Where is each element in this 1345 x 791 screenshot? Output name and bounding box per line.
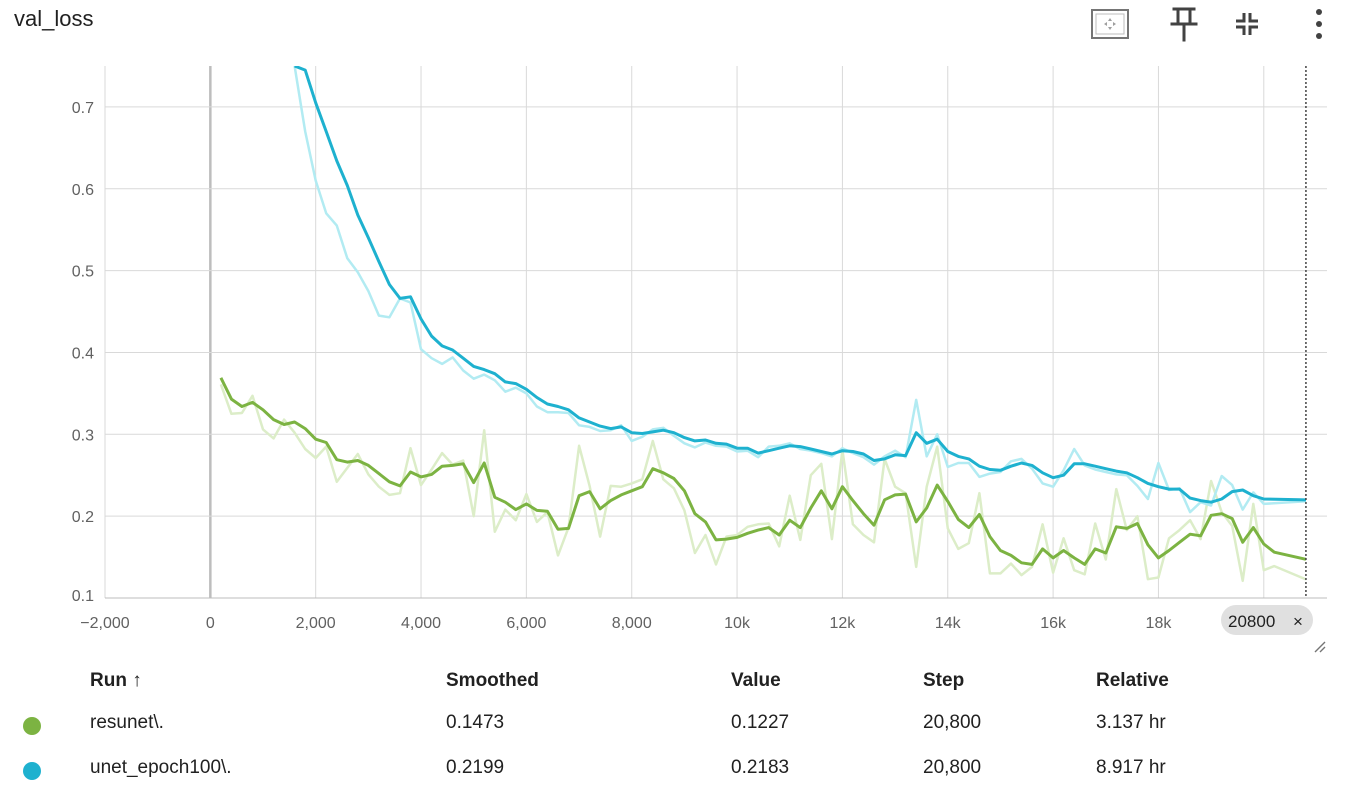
pin-button[interactable]	[1162, 4, 1206, 44]
close-icon[interactable]: ×	[1293, 612, 1303, 631]
x-tick-label: 18k	[1146, 615, 1173, 632]
x-tick-label: 4,000	[401, 615, 441, 632]
header-value[interactable]: Value	[731, 670, 781, 691]
series-resunet-smoothed-line	[219, 377, 1307, 566]
x-tick-label: 14k	[935, 615, 962, 632]
chart-title: val_loss	[14, 6, 94, 31]
header-smoothed[interactable]: Smoothed	[446, 670, 539, 691]
y-tick-label: 0.5	[72, 264, 94, 281]
relative-value: 3.137 hr	[1096, 712, 1166, 733]
fit-domain-icon	[1091, 9, 1129, 39]
step-chip-label: 20800	[1228, 612, 1275, 631]
more-vertical-icon	[1316, 9, 1322, 39]
resize-handle-icon[interactable]	[1313, 640, 1327, 654]
x-tick-label: 10k	[724, 615, 751, 632]
collapse-button[interactable]	[1225, 4, 1269, 44]
axes: −2,000 0 2,000 4,000 6,000 8,000 10k 12k 14k 16k 1…	[72, 100, 1327, 632]
run-name: resunet\.	[90, 712, 164, 733]
table-row: resunet\. 0.1473 0.1227 20,800 3.137 hr	[0, 704, 1345, 744]
run-color-dot	[23, 717, 41, 735]
table-header-row: Run ↑ Smoothed Value Step Relative	[0, 662, 1345, 702]
header-run[interactable]: Run ↑	[90, 670, 142, 691]
raw-value: 0.1227	[731, 712, 790, 733]
collapse-icon	[1236, 13, 1258, 35]
run-name: unet_epoch100\.	[90, 757, 232, 778]
chart-toolbar	[1045, 4, 1345, 44]
table-row: unet_epoch100\. 0.2199 0.2183 20,800 8.9…	[0, 749, 1345, 789]
x-tick-label: 8,000	[612, 615, 652, 632]
series-unet-smoothed-line	[294, 66, 1306, 504]
smoothed-value: 0.2199	[446, 757, 505, 778]
pin-icon	[1170, 7, 1198, 42]
y-tick-label: 0.2	[72, 509, 94, 526]
header-step[interactable]: Step	[923, 670, 965, 691]
y-tick-label: 0.6	[72, 182, 94, 199]
header-relative[interactable]: Relative	[1096, 670, 1169, 691]
grid	[104, 66, 1327, 599]
x-tick-label: 16k	[1040, 615, 1067, 632]
smoothed-value: 0.1473	[446, 712, 505, 733]
y-tick-label: 0.7	[72, 100, 94, 117]
series-layer	[219, 66, 1307, 583]
x-tick-label: 12k	[830, 615, 857, 632]
step-value: 20,800	[923, 757, 982, 778]
y-tick-label: 0.3	[72, 427, 94, 444]
series-resunet-raw-line	[219, 383, 1307, 583]
y-tick-label: 0.1	[72, 588, 94, 605]
step-value: 20,800	[923, 712, 982, 733]
run-color-dot	[23, 762, 41, 780]
x-tick-label: −2,000	[80, 615, 129, 632]
more-options-button[interactable]	[1297, 4, 1341, 44]
x-tick-label: 0	[206, 615, 215, 632]
step-chip[interactable]: 20800 ×	[1221, 605, 1313, 635]
raw-value: 0.2183	[731, 757, 790, 778]
y-tick-label: 0.4	[72, 345, 94, 362]
x-tick-label: 2,000	[296, 615, 336, 632]
series-unet-raw-line	[293, 66, 1306, 514]
x-tick-label: 6,000	[506, 615, 546, 632]
line-chart[interactable]: −2,000 0 2,000 4,000 6,000 8,000 10k 12k 14k 16k 1…	[0, 0, 1345, 660]
relative-value: 8.917 hr	[1096, 757, 1166, 778]
hover-layer: 20800 ×	[1221, 66, 1313, 635]
fit-domain-button[interactable]	[1088, 4, 1132, 44]
